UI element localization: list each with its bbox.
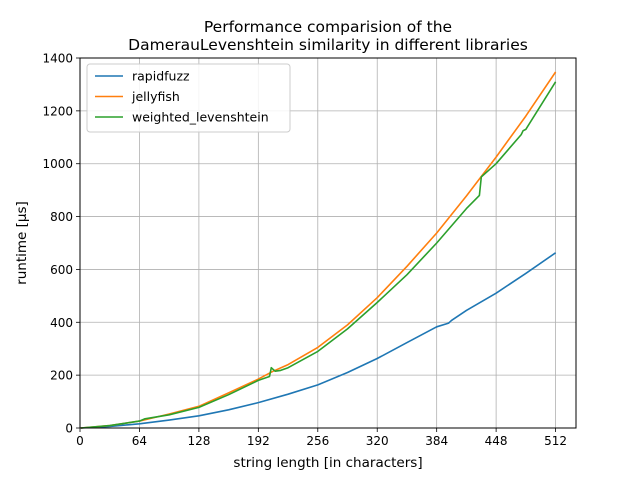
y-tick-label: 600 [50,263,73,277]
x-tick-label: 256 [306,434,329,448]
legend-label-1: jellyfish [131,89,180,104]
y-axis-label: runtime [µs] [14,201,30,285]
tick-layer: 0 64 128 192 256 320 384 448 512 0 200 400 600 800 100… [42,52,567,449]
y-tick-label: 0 [65,422,73,436]
series-layer [80,71,557,429]
x-tick-label: 512 [544,434,567,448]
series-line-2 [80,81,557,429]
y-tick-label: 800 [50,210,73,224]
legend-box [86,63,291,133]
plot-area-frame [79,57,577,429]
x-tick-label: 128 [187,434,210,448]
x-tick-label: 448 [485,434,508,448]
y-tick-label: 1000 [42,157,73,171]
y-tick-label: 200 [50,369,73,383]
chart-title-line2: DamerauLevenshtein similarity in differe… [128,36,528,54]
y-tick-label: 1400 [42,52,73,66]
legend-label-2: weighted_levenshtein [132,110,269,125]
x-tick-label: 64 [132,434,147,448]
chart-title-line1: Performance comparision of the [204,18,452,36]
y-tick-label: 400 [50,316,73,330]
y-tick-label: 1200 [42,104,73,118]
series-line-0 [80,252,557,429]
x-tick-label: 320 [366,434,389,448]
x-tick-label: 192 [247,434,270,448]
x-tick-label: 0 [76,434,84,448]
x-axis-label: string length [in characters] [233,455,422,471]
legend-label-0: rapidfuzz [132,69,190,84]
x-tick-label: 384 [425,434,448,448]
legend: rapidfuzz jellyfish weighted_levenshtein [86,63,291,133]
